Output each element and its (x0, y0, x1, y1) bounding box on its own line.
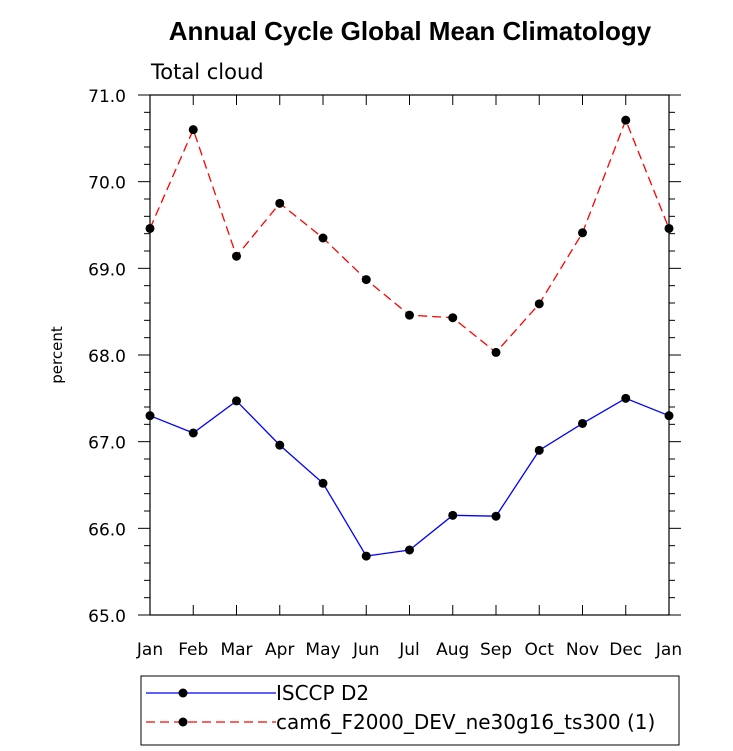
x-tick-label: Jan (136, 640, 163, 660)
y-axis-label: percent (48, 326, 66, 384)
legend: ISCCP D2 cam6_F2000_DEV_ne30g16_ts300 (1) (140, 675, 680, 746)
data-point (405, 310, 414, 320)
x-tick-label: Nov (566, 640, 599, 660)
chart-subtitle: Total cloud (150, 60, 264, 84)
plot-frame (149, 94, 670, 616)
x-tick-label: Apr (265, 640, 294, 660)
legend-marker (178, 688, 188, 698)
y-tick-label: 70.0 (88, 174, 126, 194)
y-tick-label: 65.0 (88, 607, 126, 627)
axis-ticks: Jan Feb Mar Apr May Jun Jul Aug Sep Oct Nov Dec Jan 6… (88, 87, 682, 660)
x-tick-label: Feb (178, 640, 208, 660)
y-tick-label: 66.0 (88, 520, 126, 540)
x-tick-label: Sep (480, 640, 512, 660)
data-point (188, 428, 198, 438)
y-tick-label: 67.0 (88, 434, 126, 454)
data-point (275, 440, 285, 450)
legend-marker (178, 717, 188, 727)
data-point (318, 233, 328, 243)
data-point (145, 411, 155, 421)
x-tick-label: Jan (655, 640, 682, 660)
x-tick-label: Jun (352, 640, 380, 660)
x-tick-label: Oct (525, 640, 555, 660)
legend-label: cam6_F2000_DEV_ne30g16_ts300 (1) (276, 710, 655, 734)
x-tick-label: Dec (609, 640, 642, 660)
data-point (491, 511, 501, 521)
data-point (621, 115, 631, 125)
y-tick-label: 71.0 (88, 87, 126, 107)
legend-box (140, 675, 680, 746)
legend-label: ISCCP D2 (276, 681, 369, 705)
data-point (578, 228, 587, 238)
y-tick-label: 68.0 (88, 347, 126, 367)
data-point (361, 275, 371, 285)
data-point (491, 347, 501, 357)
data-point (145, 223, 155, 233)
data-point (232, 251, 241, 261)
data-point (361, 551, 371, 561)
data-point (318, 478, 328, 488)
chart-title: Annual Cycle Global Mean Climatology (169, 16, 652, 46)
series-line (149, 397, 670, 557)
data-point (534, 299, 544, 309)
x-tick-label: Jul (398, 640, 420, 660)
series-1 (145, 393, 674, 561)
data-point (448, 510, 458, 520)
series-2 (145, 115, 674, 357)
y-tick-label: 69.0 (88, 260, 126, 280)
series-layer (145, 115, 674, 561)
data-point (664, 223, 674, 233)
data-point (405, 545, 414, 555)
data-point (621, 393, 631, 403)
data-point (664, 411, 674, 421)
data-point (188, 125, 198, 135)
x-tick-label: May (305, 640, 340, 660)
data-point (578, 418, 587, 428)
data-point (232, 396, 241, 406)
data-point (448, 313, 458, 323)
data-point (275, 198, 285, 208)
x-tick-label: Mar (220, 640, 252, 660)
x-tick-label: Aug (436, 640, 469, 660)
data-point (534, 445, 544, 455)
